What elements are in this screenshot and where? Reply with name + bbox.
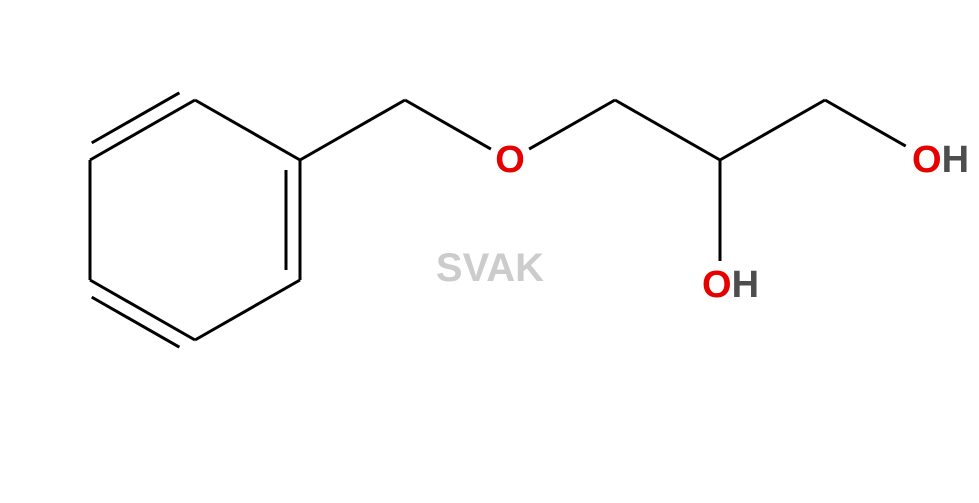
watermark-text: SVAK [436,246,544,290]
atom-label-o12: OH [702,264,759,306]
atom-label-o8: O [495,139,525,181]
atom-label-o13: OH [912,139,969,181]
molecule-canvas: O OH OH SVAK [0,0,979,503]
